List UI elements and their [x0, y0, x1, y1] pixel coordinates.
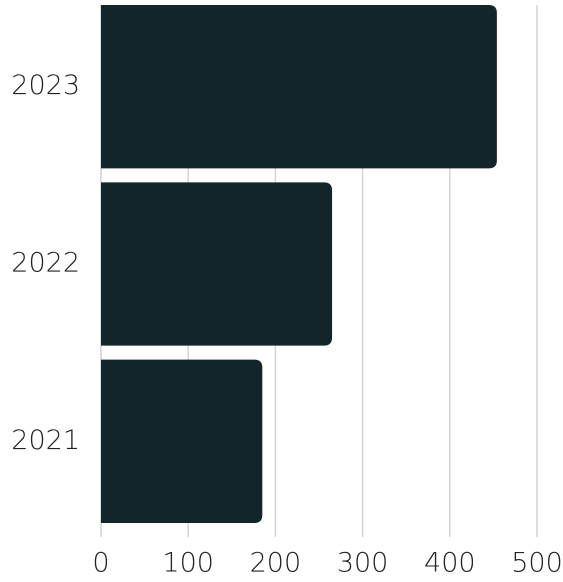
y-tick-label: 2023 [11, 70, 80, 101]
x-tick-label: 100 [162, 548, 214, 579]
bar [101, 5, 497, 169]
x-tick-label: 400 [424, 548, 476, 579]
y-tick-label: 2022 [11, 248, 80, 279]
y-tick-label: 2021 [11, 425, 80, 456]
x-tick-label: 300 [337, 548, 389, 579]
bar [101, 182, 333, 346]
bar [101, 359, 263, 523]
x-tick-label: 200 [250, 548, 302, 579]
x-tick-label: 0 [92, 548, 109, 579]
x-tick-label: 500 [511, 548, 563, 579]
